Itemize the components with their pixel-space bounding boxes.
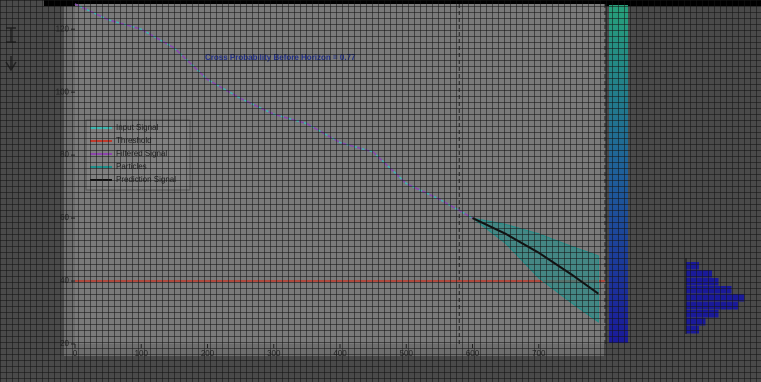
x-tick-label: 400 xyxy=(333,349,347,358)
legend-label: Input Signal xyxy=(116,123,158,132)
x-tick-label: 700 xyxy=(532,349,546,358)
legend-label: Threshold xyxy=(116,136,152,145)
hist-bar xyxy=(686,294,745,302)
y-tick-label: 60 xyxy=(60,213,69,222)
hist-bar xyxy=(686,326,699,334)
legend-label: Particles xyxy=(116,162,147,171)
y-tick-label: 20 xyxy=(60,339,69,348)
y-tick-label: 120 xyxy=(56,24,70,33)
legend-label: Prediction Signal xyxy=(116,175,176,184)
legend-label: Filtered Signal xyxy=(116,149,167,158)
x-tick-label: 500 xyxy=(400,349,414,358)
y-tick-label: 80 xyxy=(60,150,69,159)
annotation: Cross Probability Before Horizon = 0.77 xyxy=(205,53,356,62)
x-tick-label: 300 xyxy=(267,349,281,358)
hist-bar xyxy=(686,270,712,278)
x-tick-label: 600 xyxy=(466,349,480,358)
hist-bar xyxy=(686,286,732,294)
x-tick-label: 200 xyxy=(201,349,215,358)
y-tick-label: 100 xyxy=(56,87,70,96)
hist-bar xyxy=(686,310,719,318)
x-tick-label: 100 xyxy=(135,349,149,358)
hist-bar xyxy=(686,262,699,270)
hist-bar xyxy=(686,318,706,326)
x-tick-label: 0 xyxy=(73,349,78,358)
hist-bar xyxy=(686,302,738,310)
hist-bar xyxy=(686,278,719,286)
colorbar xyxy=(609,5,628,343)
y-tick-label: 40 xyxy=(60,276,69,285)
